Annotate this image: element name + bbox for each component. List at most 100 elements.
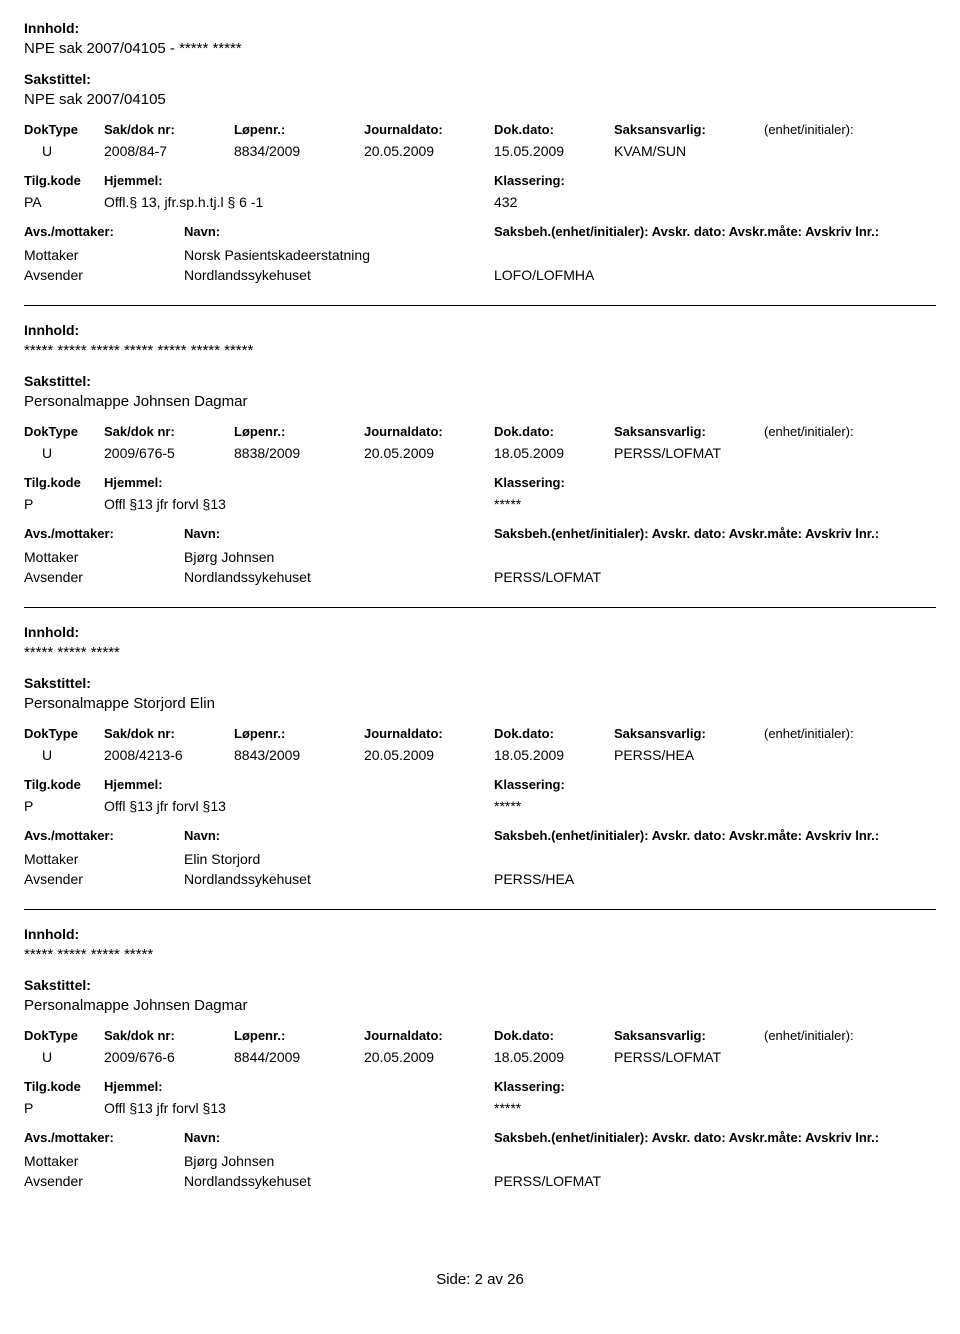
hdr-lopenr: Løpenr.: bbox=[234, 726, 364, 741]
party-code: PERSS/HEA bbox=[494, 871, 936, 887]
hdr-klassering: Klassering: bbox=[494, 475, 936, 490]
val-sakdok: 2009/676-5 bbox=[104, 445, 234, 461]
hdr-avs-mottaker: Avs./mottaker: bbox=[24, 224, 184, 239]
hdr-dokdato: Dok.dato: bbox=[494, 122, 614, 137]
innhold-value: ***** ***** ***** ***** bbox=[24, 946, 936, 963]
sakstittel-value: Personalmappe Johnsen Dagmar bbox=[24, 997, 936, 1014]
meta-header-row: DokType Sak/dok nr: Løpenr.: Journaldato… bbox=[24, 1028, 936, 1049]
hdr-enhet: (enhet/initialer): bbox=[764, 424, 936, 439]
val-lopenr: 8844/2009 bbox=[234, 1049, 364, 1065]
hdr-journaldato: Journaldato: bbox=[364, 122, 494, 137]
hdr-avs-mottaker: Avs./mottaker: bbox=[24, 526, 184, 541]
hdr-sakdok: Sak/dok nr: bbox=[104, 726, 234, 741]
tilg-hjemmel-header: Tilg.kode Hjemmel: bbox=[24, 173, 494, 188]
hdr-sakdok: Sak/dok nr: bbox=[104, 424, 234, 439]
party-name: Bjørg Johnsen bbox=[184, 549, 494, 565]
hdr-saksbeh: Saksbeh.(enhet/initialer): Avskr. dato: … bbox=[494, 1130, 936, 1145]
innhold-label: Innhold: bbox=[24, 926, 936, 942]
tilg-hjemmel-data: PA Offl.§ 13, jfr.sp.h.tj.l § 6 -1 bbox=[24, 194, 494, 210]
val-klassering: ***** bbox=[494, 798, 936, 814]
party-row: Avsender Nordlandssykehuset PERSS/HEA bbox=[24, 871, 936, 887]
journal-record: Innhold: ***** ***** ***** ***** Sakstit… bbox=[24, 926, 936, 1211]
tilg-hjemmel-header: Tilg.kode Hjemmel: bbox=[24, 475, 494, 490]
sakstittel-label: Sakstittel: bbox=[24, 373, 936, 389]
records-container: Innhold: NPE sak 2007/04105 - ***** ****… bbox=[24, 20, 936, 1211]
hdr-saksbeh: Saksbeh.(enhet/initialer): Avskr. dato: … bbox=[494, 526, 936, 541]
hdr-enhet: (enhet/initialer): bbox=[764, 1028, 936, 1043]
tilg-hjemmel-data: P Offl §13 jfr forvl §13 bbox=[24, 798, 494, 814]
tilg-hjemmel-data: P Offl §13 jfr forvl §13 bbox=[24, 496, 494, 512]
val-tilgkode: P bbox=[24, 1100, 104, 1116]
val-sakdok: 2009/676-6 bbox=[104, 1049, 234, 1065]
party-row: Mottaker Norsk Pasientskadeerstatning bbox=[24, 247, 936, 263]
sakstittel-label: Sakstittel: bbox=[24, 977, 936, 993]
party-role: Mottaker bbox=[24, 549, 184, 565]
val-klassering: 432 bbox=[494, 194, 936, 210]
hdr-klassering: Klassering: bbox=[494, 1079, 936, 1094]
hdr-saksansvarlig: Saksansvarlig: bbox=[614, 424, 764, 439]
party-code bbox=[494, 1153, 936, 1169]
val-journaldato: 20.05.2009 bbox=[364, 143, 494, 159]
hdr-tilgkode: Tilg.kode bbox=[24, 173, 104, 188]
val-klassering: ***** bbox=[494, 496, 936, 512]
sakstittel-label: Sakstittel: bbox=[24, 675, 936, 691]
val-hjemmel: Offl §13 jfr forvl §13 bbox=[104, 1100, 494, 1116]
val-sakdok: 2008/4213-6 bbox=[104, 747, 234, 763]
val-tilgkode: PA bbox=[24, 194, 104, 210]
hdr-hjemmel: Hjemmel: bbox=[104, 777, 494, 792]
page-indicator: Side: 2 av 26 bbox=[436, 1271, 524, 1288]
hdr-navn: Navn: bbox=[184, 828, 494, 843]
val-journaldato: 20.05.2009 bbox=[364, 1049, 494, 1065]
parties-header: Avs./mottaker: Navn: Saksbeh.(enhet/init… bbox=[24, 224, 936, 239]
hdr-hjemmel: Hjemmel: bbox=[104, 1079, 494, 1094]
hdr-navn: Navn: bbox=[184, 224, 494, 239]
val-hjemmel: Offl.§ 13, jfr.sp.h.tj.l § 6 -1 bbox=[104, 194, 494, 210]
hdr-saksansvarlig: Saksansvarlig: bbox=[614, 122, 764, 137]
hdr-avs-mottaker: Avs./mottaker: bbox=[24, 1130, 184, 1145]
party-role: Avsender bbox=[24, 267, 184, 283]
party-name: Nordlandssykehuset bbox=[184, 871, 494, 887]
party-row: Avsender Nordlandssykehuset LOFO/LOFMHA bbox=[24, 267, 936, 283]
val-dokdato: 18.05.2009 bbox=[494, 747, 614, 763]
hdr-enhet: (enhet/initialer): bbox=[764, 726, 936, 741]
hdr-saksansvarlig: Saksansvarlig: bbox=[614, 1028, 764, 1043]
party-code bbox=[494, 549, 936, 565]
party-row: Mottaker Elin Storjord bbox=[24, 851, 936, 867]
party-name: Elin Storjord bbox=[184, 851, 494, 867]
val-sakdok: 2008/84-7 bbox=[104, 143, 234, 159]
val-lopenr: 8834/2009 bbox=[234, 143, 364, 159]
party-role: Avsender bbox=[24, 569, 184, 585]
party-row: Avsender Nordlandssykehuset PERSS/LOFMAT bbox=[24, 1173, 936, 1189]
val-journaldato: 20.05.2009 bbox=[364, 445, 494, 461]
hdr-doktype: DokType bbox=[24, 424, 104, 439]
hdr-avs-mottaker: Avs./mottaker: bbox=[24, 828, 184, 843]
journal-record: Innhold: ***** ***** ***** ***** ***** *… bbox=[24, 322, 936, 608]
meta-data-row: U 2008/4213-6 8843/2009 20.05.2009 18.05… bbox=[24, 747, 936, 777]
sakstittel-value: Personalmappe Storjord Elin bbox=[24, 695, 936, 712]
val-doktype: U bbox=[24, 143, 104, 159]
journal-record: Innhold: NPE sak 2007/04105 - ***** ****… bbox=[24, 20, 936, 306]
hdr-sakdok: Sak/dok nr: bbox=[104, 1028, 234, 1043]
hdr-enhet: (enhet/initialer): bbox=[764, 122, 936, 137]
val-doktype: U bbox=[24, 1049, 104, 1065]
val-doktype: U bbox=[24, 445, 104, 461]
hdr-doktype: DokType bbox=[24, 122, 104, 137]
meta-header-row: DokType Sak/dok nr: Løpenr.: Journaldato… bbox=[24, 726, 936, 747]
val-journaldato: 20.05.2009 bbox=[364, 747, 494, 763]
parties-header: Avs./mottaker: Navn: Saksbeh.(enhet/init… bbox=[24, 828, 936, 843]
val-hjemmel: Offl §13 jfr forvl §13 bbox=[104, 798, 494, 814]
hdr-lopenr: Løpenr.: bbox=[234, 1028, 364, 1043]
party-role: Avsender bbox=[24, 871, 184, 887]
val-dokdato: 15.05.2009 bbox=[494, 143, 614, 159]
hdr-lopenr: Løpenr.: bbox=[234, 122, 364, 137]
innhold-value: NPE sak 2007/04105 - ***** ***** bbox=[24, 40, 936, 57]
party-name: Norsk Pasientskadeerstatning bbox=[184, 247, 494, 263]
hdr-tilgkode: Tilg.kode bbox=[24, 777, 104, 792]
journal-record: Innhold: ***** ***** ***** Sakstittel: P… bbox=[24, 624, 936, 910]
tilg-hjemmel-header: Tilg.kode Hjemmel: bbox=[24, 1079, 494, 1094]
val-hjemmel: Offl §13 jfr forvl §13 bbox=[104, 496, 494, 512]
party-row: Mottaker Bjørg Johnsen bbox=[24, 549, 936, 565]
party-code: PERSS/LOFMAT bbox=[494, 1173, 936, 1189]
party-role: Avsender bbox=[24, 1173, 184, 1189]
hdr-journaldato: Journaldato: bbox=[364, 726, 494, 741]
